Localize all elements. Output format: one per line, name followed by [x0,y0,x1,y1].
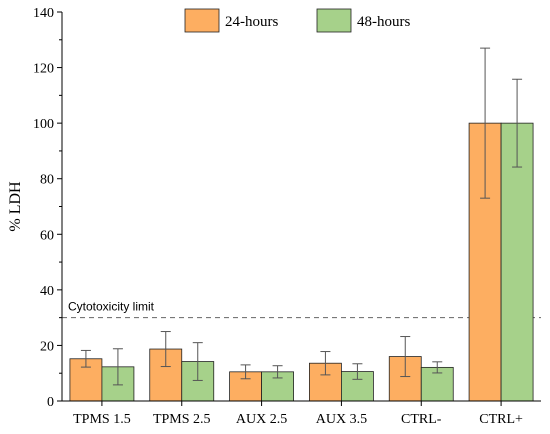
legend-label-48h: 48-hours [357,14,410,30]
y-tick-label: 140 [33,6,54,21]
cytotoxicity-limit-label: Cytotoxicity limit [68,300,155,314]
y-axis-label: % LDH [7,181,24,232]
x-tick-label: TPMS 2.5 [153,412,211,427]
legend: 24-hours 48-hours [184,8,410,33]
x-tick-label: AUX 2.5 [236,412,287,427]
legend-swatch-24h [184,8,220,33]
y-tick-label: 80 [40,173,54,188]
bars [69,122,534,402]
bar-48h-ctrl- [500,122,534,402]
x-tick-label: AUX 3.5 [316,412,367,427]
x-tick-label: CTRL- [401,412,442,427]
x-axis-ticks: TPMS 1.5 TPMS 2.5 AUX 2.5 AUX 3.5 CTRL- CTRL+ [73,401,523,427]
x-tick-label: CTRL+ [479,412,523,427]
y-tick-label: 0 [47,395,54,410]
x-tick-label: TPMS 1.5 [73,412,131,427]
y-tick-label: 60 [40,228,54,243]
cytotoxicity-reference: Cytotoxicity limit [62,300,541,319]
y-tick-label: 40 [40,284,54,299]
y-tick-label: 20 [40,339,54,354]
y-tick-label: 100 [33,117,54,132]
error-bars [80,47,523,386]
y-axis-ticks: 0 20 40 60 80 100 120 140 [33,6,62,410]
legend-swatch-48h [316,8,352,33]
y-tick-label: 120 [33,62,54,77]
legend-label-24h: 24-hours [225,14,278,30]
